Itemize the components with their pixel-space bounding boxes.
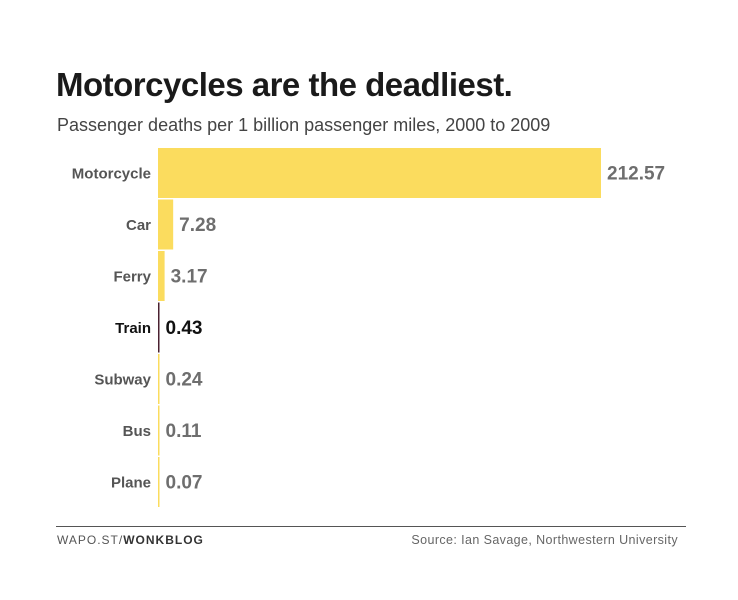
bar-subway <box>158 354 160 404</box>
category-label-subway: Subway <box>94 372 151 389</box>
chart-title: Motorcycles are the deadliest. <box>56 66 513 103</box>
value-label-ferry: 3.17 <box>171 267 208 288</box>
value-label-bus: 0.11 <box>166 421 202 442</box>
value-label-plane: 0.07 <box>166 473 203 494</box>
value-label-subway: 0.24 <box>166 370 203 391</box>
chart-subtitle: Passenger deaths per 1 billion passenger… <box>57 115 551 135</box>
footer-site-prefix: WAPO.ST/ <box>57 533 124 547</box>
footer-site-brand: WONKBLOG <box>123 533 204 547</box>
value-label-car: 7.28 <box>179 215 216 236</box>
category-label-ferry: Ferry <box>113 269 151 286</box>
bar-bus <box>158 405 160 456</box>
category-label-train: Train <box>115 320 151 337</box>
category-label-plane: Plane <box>111 475 151 492</box>
value-label-motorcycle: 212.57 <box>607 164 665 185</box>
bar-car <box>158 199 174 250</box>
category-label-motorcycle: Motorcycle <box>72 166 151 183</box>
bar-motorcycle <box>158 148 601 198</box>
source-credit: Source: Ian Savage, Northwestern Univers… <box>411 533 678 547</box>
category-label-bus: Bus <box>123 423 151 440</box>
footer-divider <box>56 526 686 527</box>
category-label-car: Car <box>126 217 151 234</box>
bar-train <box>158 302 160 353</box>
footer-site-link[interactable]: WAPO.ST/WONKBLOG <box>57 533 204 547</box>
bar-plane <box>158 457 160 507</box>
bar-ferry <box>158 251 165 301</box>
value-label-train: 0.43 <box>166 318 203 339</box>
